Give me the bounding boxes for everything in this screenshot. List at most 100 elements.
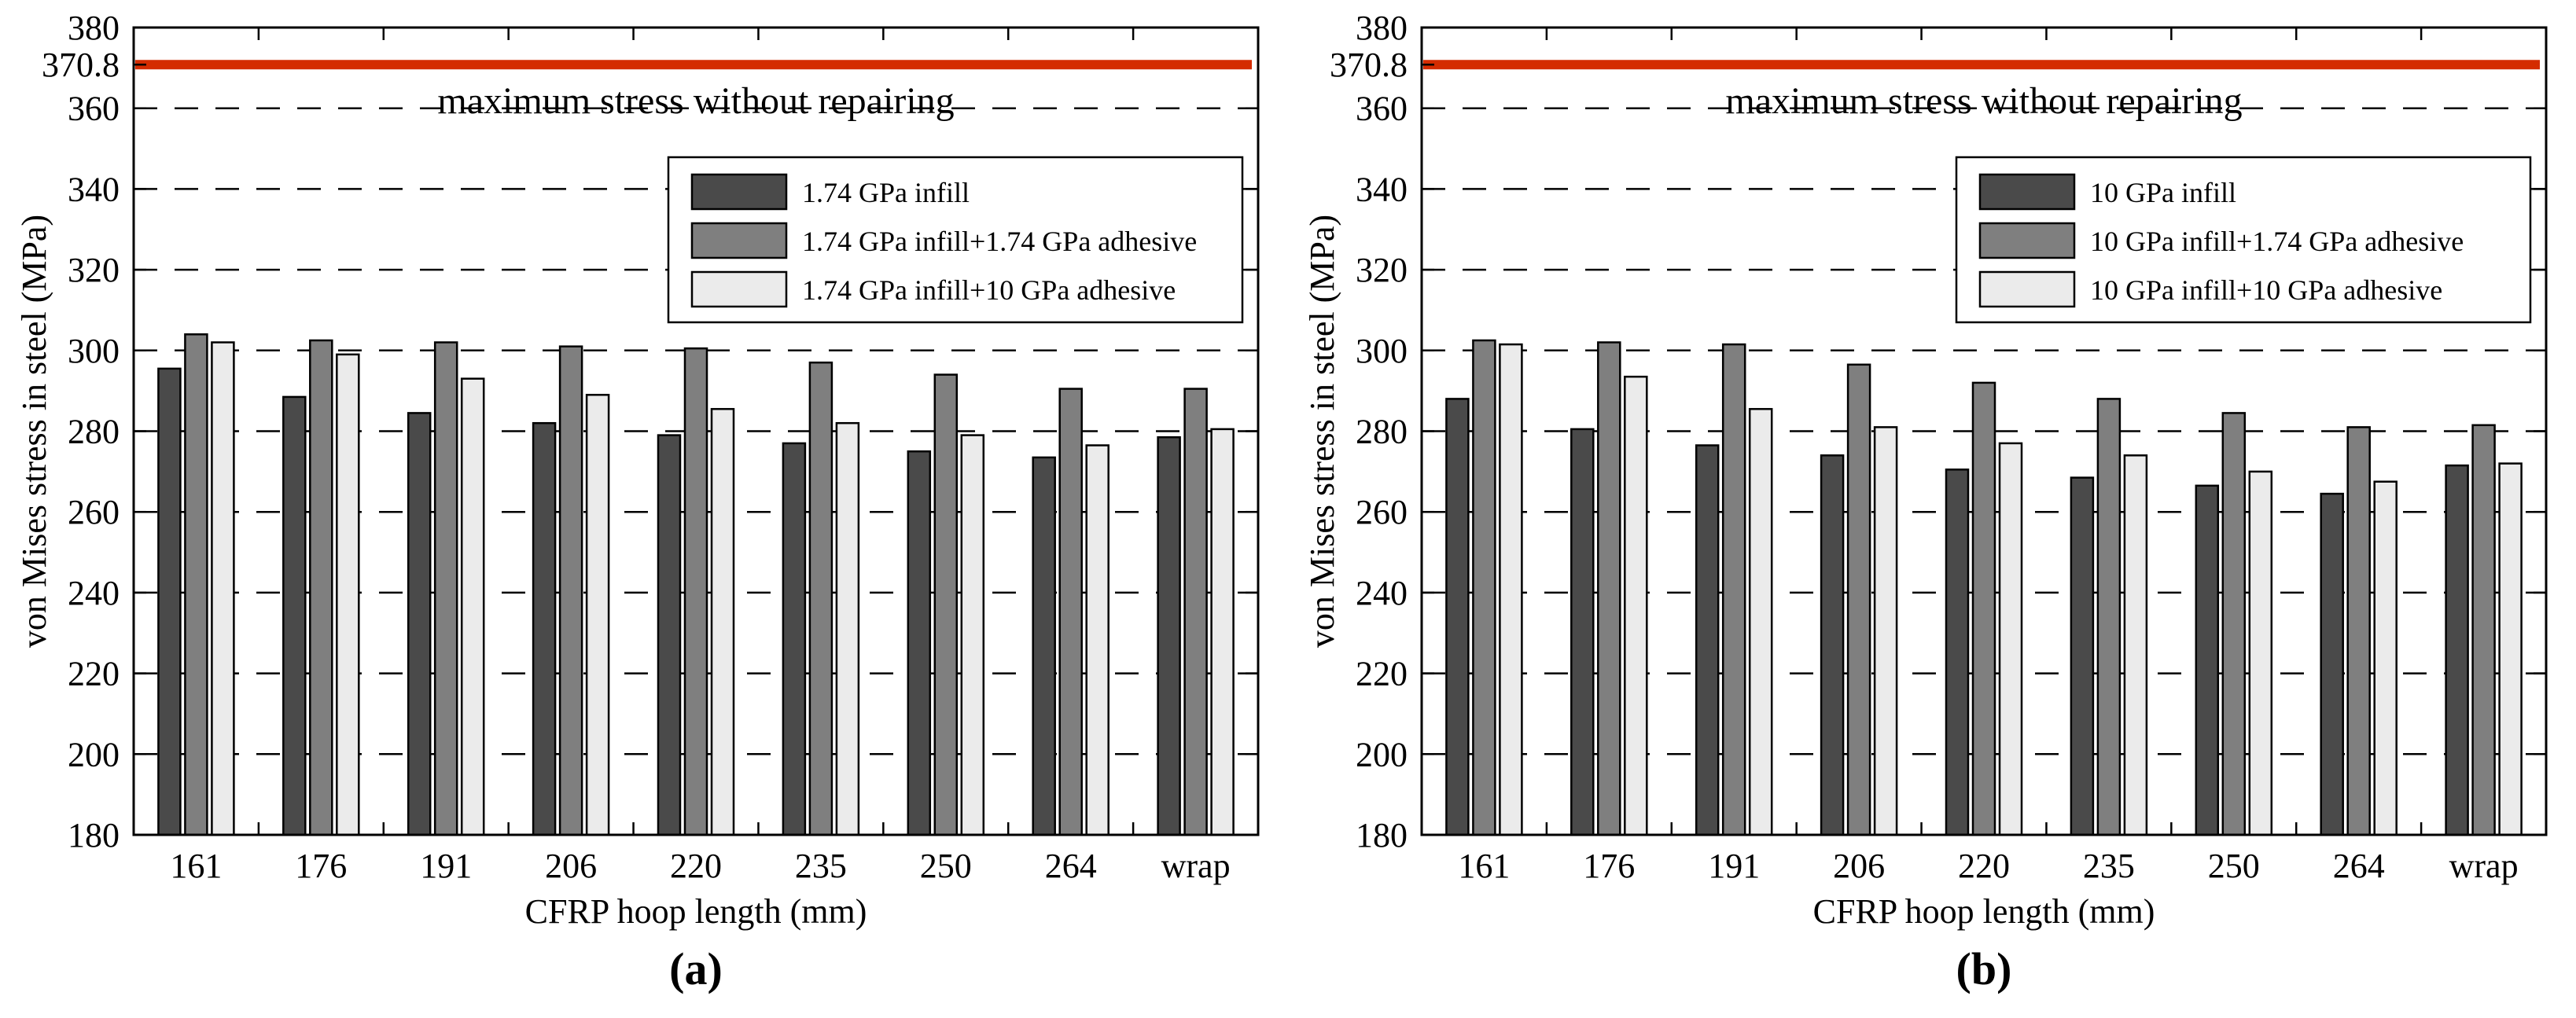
bar-series0-235 <box>782 442 807 836</box>
x-tick-label: 264 <box>2333 847 2385 885</box>
bar-series2-220 <box>710 408 735 836</box>
caption: (a) <box>669 943 723 994</box>
bar-series2-191 <box>460 377 485 836</box>
y-tick-label: 370.8 <box>42 46 120 84</box>
y-tick-label: 320 <box>68 251 120 289</box>
y-tick-label: 220 <box>68 655 120 693</box>
x-tick-label: 176 <box>1583 847 1635 885</box>
bar-series1-235 <box>2096 398 2122 836</box>
x-axis-label: CFRP hoop length (mm) <box>1813 892 2155 931</box>
y-tick-label: 320 <box>1356 251 1408 289</box>
bar-series1-250 <box>933 373 959 836</box>
legend-swatch-series0 <box>690 173 788 211</box>
y-tick-label: 300 <box>68 332 120 370</box>
y-tick-label: 240 <box>1356 574 1408 612</box>
bar-series0-220 <box>657 434 682 836</box>
x-tick-label: 161 <box>170 847 222 885</box>
bar-series1-264 <box>2346 426 2371 836</box>
bar-series1-161 <box>1472 339 1496 836</box>
bar-series1-206 <box>1846 363 1871 836</box>
x-tick-label: 206 <box>545 847 597 885</box>
bar-series2-250 <box>2248 470 2273 836</box>
bar-series0-191 <box>1695 444 1720 836</box>
bar-series2-264 <box>1085 444 1110 836</box>
bar-series1-wrap <box>1183 388 1208 836</box>
bar-series1-176 <box>1597 341 1621 836</box>
legend-swatch-series2 <box>690 270 788 308</box>
y-tick-label: 340 <box>1356 170 1408 208</box>
y-tick-label: 200 <box>68 735 120 774</box>
bar-series0-264 <box>1032 456 1056 836</box>
legend-label-series0: 1.74 GPa infill <box>802 177 970 208</box>
bar-series1-206 <box>558 345 583 836</box>
bar-series0-264 <box>2320 492 2344 836</box>
bar-series1-250 <box>2221 412 2247 836</box>
bar-series1-176 <box>309 339 333 836</box>
x-tick-label: 191 <box>420 847 472 885</box>
y-tick-label: 300 <box>1356 332 1408 370</box>
x-tick-label: 176 <box>295 847 347 885</box>
legend-label-series1: 10 GPa infill+1.74 GPa adhesive <box>2090 226 2464 257</box>
bar-series1-220 <box>683 347 708 836</box>
bar-series2-250 <box>960 434 985 836</box>
limit-line-annotation: maximum stress without repairing <box>437 80 954 122</box>
bar-series2-206 <box>1873 426 1898 836</box>
bar-series2-206 <box>585 394 610 836</box>
bar-series0-wrap <box>1157 435 1181 836</box>
y-tick-label: 260 <box>1356 493 1408 531</box>
legend-swatch-series0 <box>1978 173 2076 211</box>
bar-series1-wrap <box>2471 424 2496 836</box>
legend-label-series2: 1.74 GPa infill+10 GPa adhesive <box>802 274 1176 306</box>
legend-label-series1: 1.74 GPa infill+1.74 GPa adhesive <box>802 226 1197 257</box>
y-tick-label: 220 <box>1356 655 1408 693</box>
x-tick-label: 264 <box>1045 847 1097 885</box>
x-tick-label: 235 <box>795 847 847 885</box>
y-tick-label: 360 <box>1356 90 1408 128</box>
bar-series1-264 <box>1058 388 1083 836</box>
bar-series2-wrap <box>2498 462 2523 836</box>
x-tick-label: 220 <box>670 847 722 885</box>
bar-series2-220 <box>1998 442 2023 836</box>
bar-series2-235 <box>835 421 860 836</box>
y-tick-label: 370.8 <box>1330 46 1408 84</box>
bar-series0-206 <box>532 421 557 836</box>
y-tick-label: 180 <box>1356 816 1408 854</box>
bar-series0-235 <box>2070 476 2095 836</box>
y-axis-label: von Mises stress in steel (MPa) <box>15 215 53 648</box>
x-tick-label: wrap <box>2449 847 2519 885</box>
y-tick-label: 380 <box>68 9 120 47</box>
y-axis-label: von Mises stress in steel (MPa) <box>1303 215 1341 648</box>
bar-series1-235 <box>808 361 834 836</box>
legend-swatch-series1 <box>1978 222 2076 259</box>
legend-swatch-series1 <box>690 222 788 259</box>
bar-series1-191 <box>1721 343 1746 836</box>
x-tick-label: 161 <box>1458 847 1510 885</box>
bar-series0-250 <box>907 450 932 836</box>
x-tick-label: 250 <box>2208 847 2260 885</box>
x-tick-label: 235 <box>2083 847 2135 885</box>
x-tick-label: 220 <box>1958 847 2010 885</box>
bar-series0-220 <box>1945 469 1970 836</box>
y-tick-label: 260 <box>68 493 120 531</box>
bar-series2-wrap <box>1210 428 1235 836</box>
y-tick-label: 280 <box>68 413 120 451</box>
y-tick-label: 340 <box>68 170 120 208</box>
y-tick-label: 360 <box>68 90 120 128</box>
y-tick-label: 280 <box>1356 413 1408 451</box>
caption: (b) <box>1956 943 2012 994</box>
bar-series2-176 <box>1624 375 1648 836</box>
bar-series2-264 <box>2373 480 2398 836</box>
bar-series0-176 <box>1570 428 1595 836</box>
bar-series0-206 <box>1820 454 1845 836</box>
bar-series0-250 <box>2195 484 2220 836</box>
bar-series0-191 <box>407 412 432 836</box>
x-tick-label: wrap <box>1161 847 1231 885</box>
legend-swatch-series2 <box>1978 270 2076 308</box>
x-tick-label: 206 <box>1833 847 1885 885</box>
bar-series0-wrap <box>2445 464 2469 836</box>
y-tick-label: 180 <box>68 816 120 854</box>
bar-series2-235 <box>2123 454 2148 836</box>
y-tick-label: 200 <box>1356 735 1408 774</box>
bar-series2-191 <box>1748 408 1773 836</box>
chart-b: maximum stress without repairing 180 200 22… <box>1303 9 2548 994</box>
